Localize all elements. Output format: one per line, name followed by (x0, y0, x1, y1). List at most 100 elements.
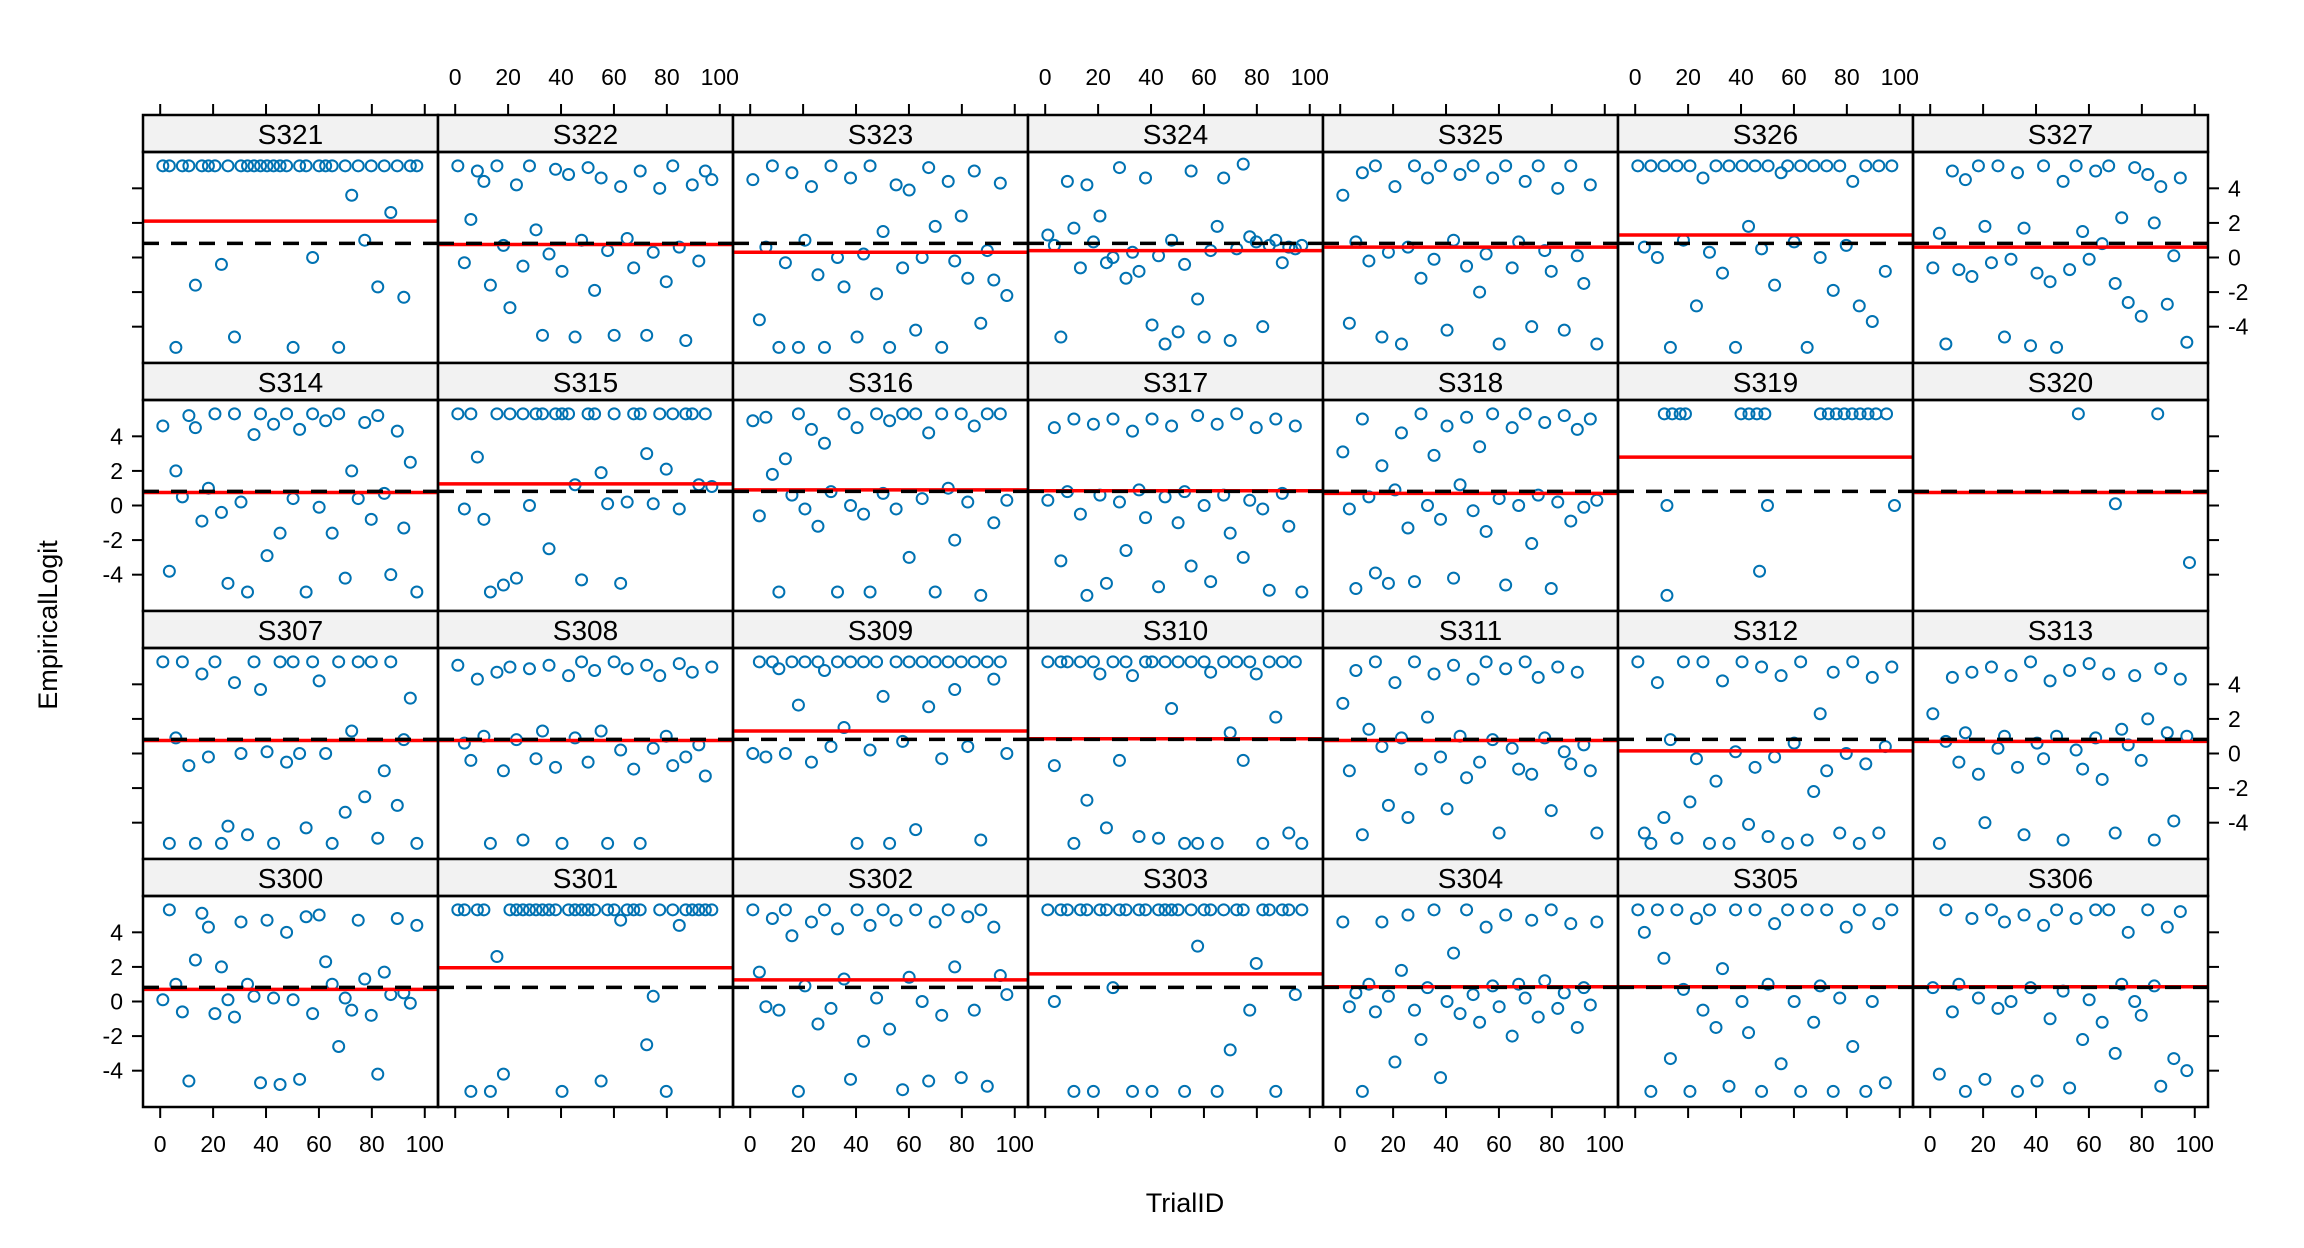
data-point (1041, 655, 1055, 669)
data-point (1256, 903, 1270, 917)
data-point (2108, 826, 2122, 840)
data-point (1826, 283, 1840, 297)
data-point (1760, 499, 1774, 512)
data-point (562, 407, 576, 421)
data-point (863, 743, 877, 757)
data-point (928, 655, 942, 669)
data-point (1729, 340, 1743, 354)
data-point (260, 745, 274, 759)
data-point (1362, 490, 1376, 504)
data-point (909, 903, 923, 917)
data-point (1473, 755, 1487, 769)
data-point (1349, 663, 1363, 677)
panel-s303: S303 (1026, 857, 1325, 1109)
data-point (850, 903, 864, 917)
data-point (227, 1010, 241, 1024)
data-point (791, 1084, 805, 1098)
data-point (1139, 903, 1153, 917)
data-point (1080, 793, 1094, 807)
data-point (1473, 1015, 1487, 1029)
data-point (1407, 655, 1421, 669)
panel-frame (1911, 150, 2210, 365)
data-point (1637, 240, 1651, 254)
data-point (1865, 995, 1879, 1008)
data-point (1388, 180, 1402, 194)
data-point (188, 953, 202, 967)
strip-label: S310 (1143, 615, 1208, 646)
x-tick-label-top: 100 (1881, 64, 1919, 90)
data-point (208, 407, 222, 421)
data-point (2147, 833, 2161, 847)
strip-label: S327 (2028, 119, 2093, 150)
data-point (358, 415, 372, 429)
data-point (850, 421, 864, 435)
data-point (2063, 263, 2077, 277)
data-point (588, 903, 602, 917)
data-point (1099, 903, 1113, 917)
data-point (948, 960, 962, 974)
data-point (811, 519, 825, 533)
data-point (351, 913, 365, 927)
x-tick-label-bottom: 80 (2129, 1131, 2155, 1157)
data-point (1833, 159, 1847, 173)
data-point (1236, 157, 1250, 171)
data-point (529, 903, 543, 917)
strip (731, 609, 1030, 650)
data-point (1590, 337, 1604, 351)
data-point (1861, 407, 1875, 421)
x-tick-label-top: 60 (601, 64, 627, 90)
data-point (831, 922, 845, 936)
data-point (1564, 757, 1578, 771)
data-point (260, 159, 274, 173)
data-point (915, 655, 929, 669)
strip-label: S317 (1143, 367, 1208, 398)
strip-label: S318 (1438, 367, 1503, 398)
data-point (470, 903, 484, 917)
x-tick-label-top: 100 (1291, 64, 1329, 90)
data-point (640, 447, 654, 461)
x-tick-label-top: 40 (548, 64, 574, 90)
data-point (403, 159, 417, 173)
data-point (883, 1022, 897, 1036)
data-point (1683, 1084, 1697, 1098)
data-point (2043, 275, 2057, 289)
data-point (1126, 1084, 1140, 1098)
panel-s316: S316 (731, 361, 1030, 613)
data-point (1939, 337, 1953, 351)
data-point (351, 492, 365, 506)
data-point (1570, 665, 1584, 679)
data-point (1583, 178, 1597, 192)
data-point (1551, 495, 1565, 509)
data-point (2154, 662, 2168, 676)
data-point (1735, 159, 1749, 173)
data-point (653, 903, 667, 917)
data-point (1945, 1005, 1959, 1019)
x-tick-label-top: 0 (1629, 64, 1642, 90)
data-point (1932, 836, 1946, 850)
data-point (1460, 259, 1474, 273)
data-point (1657, 159, 1671, 173)
data-point (1421, 710, 1435, 724)
data-point (844, 1072, 858, 1086)
data-point (1926, 707, 1940, 721)
data-point (896, 1083, 910, 1097)
data-point (1637, 826, 1651, 840)
data-point (1249, 667, 1263, 681)
x-tick-label-bottom: 40 (1433, 1131, 1459, 1157)
data-point (1139, 655, 1153, 669)
data-point (568, 903, 582, 917)
data-point (1336, 445, 1350, 459)
data-point (536, 903, 550, 917)
data-point (2173, 905, 2187, 919)
data-point (1080, 903, 1094, 917)
data-point (403, 996, 417, 1010)
data-point (948, 683, 962, 697)
x-tick-label-top: 40 (1138, 64, 1164, 90)
data-point (332, 655, 346, 669)
data-point (1887, 499, 1901, 512)
x-tick-label-top: 0 (1039, 64, 1052, 90)
strip-label: S326 (1733, 119, 1798, 150)
data-point (1217, 171, 1231, 185)
data-point (464, 407, 478, 421)
data-point (477, 512, 491, 526)
